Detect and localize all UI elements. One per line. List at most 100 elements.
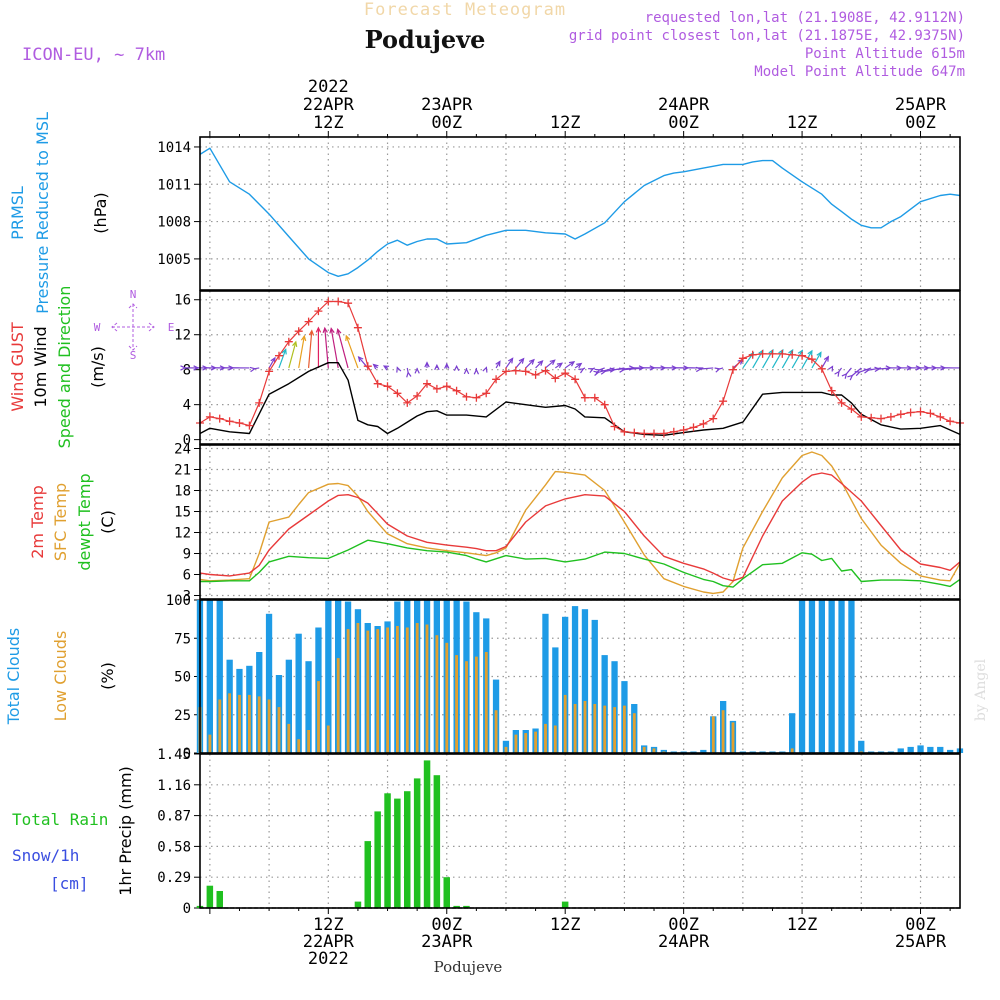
bottom-time-label: 12Z [787, 915, 818, 935]
wind-arrow-head [270, 356, 276, 363]
gust-marker [709, 414, 718, 423]
y-tick-label: 0.58 [157, 839, 191, 855]
gust-marker [215, 414, 224, 423]
low-cloud-bar [317, 681, 320, 753]
y-tick-label: 18 [174, 484, 191, 500]
temperature-panel: 3 6 9 12 15 18 21 24 [174, 442, 961, 605]
y-tick-label: 15 [174, 505, 191, 521]
compass-north: N [130, 288, 137, 301]
wind-arrow-head [896, 365, 903, 371]
wind-arrow-head [940, 365, 947, 371]
low-cloud-bar [484, 652, 488, 753]
pressure-unit-label: (hPa) [91, 192, 110, 233]
wind-arrow-head [823, 355, 829, 362]
rain-bar [453, 905, 460, 908]
wind-arrow-head [593, 370, 600, 376]
wind-arrow-head [549, 359, 556, 366]
low-cloud-bar [642, 746, 646, 753]
wind-arrow-head [463, 368, 470, 375]
low-cloud-bar [632, 713, 636, 753]
panel-border [199, 599, 961, 754]
wind-arrow-head [618, 367, 626, 373]
wind-arrow-head [357, 355, 364, 362]
low-cloud-bar [534, 731, 537, 753]
wind-arrow-head [649, 365, 656, 371]
wind-direction-arrow [700, 367, 714, 370]
wind-arrow-head [396, 366, 402, 373]
gust-marker [620, 427, 629, 436]
rain-bar [216, 891, 223, 908]
low-cloud-bar [455, 655, 458, 753]
wind-arrow-head [568, 361, 576, 367]
total-cloud-bar [265, 613, 273, 753]
wind-direction-arrow [298, 335, 305, 369]
wind-arrow-head [219, 365, 226, 371]
wind-direction-label: Speed and Direction [55, 286, 74, 449]
gust-marker [304, 317, 313, 326]
gust-marker [225, 417, 234, 426]
gust-marker [334, 297, 343, 306]
rain-bar [394, 798, 401, 908]
gust-marker [788, 350, 797, 359]
wind-arrow-head [308, 329, 315, 336]
wind-arrow-head [931, 365, 938, 371]
wind-arrow-head [372, 363, 379, 370]
wind-unit-label: (m/s) [88, 346, 107, 388]
gust-marker [827, 386, 836, 395]
title-faded: Forecast Meteogram [364, 0, 566, 20]
wind-arrow-head [180, 365, 187, 371]
y-tick-label: 1014 [157, 140, 191, 156]
y-tick-label: 25 [174, 708, 191, 724]
gust-marker [748, 350, 757, 359]
low-cloud-bar [553, 725, 557, 753]
panel-border [199, 444, 961, 600]
top-time-label: 00Z [668, 113, 699, 133]
wind-arrow-head [249, 366, 257, 373]
wind-arrow-head [576, 362, 583, 369]
total-cloud-bar [838, 600, 845, 753]
y-tick-label: 1005 [157, 252, 191, 268]
rain-bar [561, 901, 569, 908]
gust-marker [610, 422, 619, 431]
total-cloud-bar [325, 600, 332, 753]
total-cloud-bar [927, 746, 934, 753]
gust-marker [758, 349, 767, 358]
pressure-label-prmsl: PRMSL [8, 186, 27, 240]
total-cloud-bar [917, 745, 924, 753]
total-cloud-bar [947, 749, 954, 753]
low-cloud-bar [356, 623, 360, 753]
gust-marker [363, 362, 372, 371]
wind-arrow-head [292, 340, 298, 348]
wind-arrow-head [660, 365, 667, 371]
gust-marker [650, 429, 658, 438]
gust-marker [275, 351, 283, 360]
wind-direction-arrow [278, 349, 287, 369]
wind-10m-label: 10m Wind [31, 326, 50, 407]
gust-marker [442, 382, 451, 391]
wind-arrow-head [695, 366, 702, 373]
total-cloud-bar [808, 600, 816, 753]
temp-2m-line [199, 472, 961, 582]
wind-arrow-head [841, 372, 848, 379]
wind-arrow-head [683, 365, 690, 371]
rain-bar [374, 811, 381, 908]
bottom-time-label: 25APR [895, 932, 947, 952]
total-cloud-bar [216, 600, 223, 753]
bottom-time-label: 22APR [303, 932, 355, 952]
gust-marker [245, 421, 254, 430]
gust-marker [482, 389, 491, 398]
snow-unit-label: [cm] [50, 874, 89, 893]
bottom-time-label: 00Z [905, 915, 936, 935]
wind-arrow-head [638, 365, 645, 371]
y-tick-label: 9 [183, 547, 191, 563]
gust-marker [798, 351, 807, 360]
total-cloud-bar [937, 746, 944, 753]
gust-marker [669, 427, 678, 436]
gust-marker [738, 354, 747, 363]
gust-marker [857, 412, 866, 421]
top-time-label: 12Z [550, 113, 581, 133]
wind-arrow-head [382, 365, 390, 371]
wind-direction-arrow [781, 349, 794, 369]
rain-bar [364, 841, 371, 908]
wind-arrow-head [807, 349, 813, 356]
